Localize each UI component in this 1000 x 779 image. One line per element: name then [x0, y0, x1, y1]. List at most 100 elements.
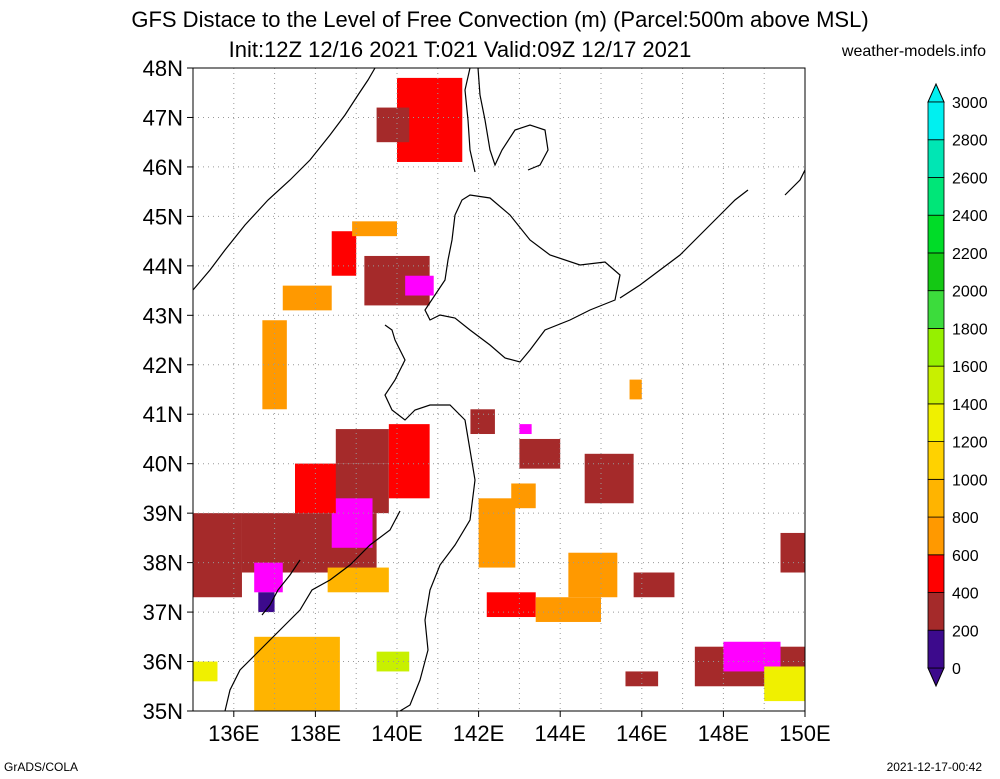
coastline-asia: [193, 68, 376, 291]
y-tick-label: 46N: [143, 155, 183, 180]
colorbar-label: 1200: [952, 435, 988, 452]
colorbar-swatch: [927, 365, 945, 405]
y-tick-label: 47N: [143, 105, 183, 130]
field-region: [535, 597, 601, 622]
colorbar-label: 2000: [952, 284, 988, 301]
colorbar-label: 800: [952, 510, 979, 527]
y-tick-label: 41N: [143, 402, 183, 427]
field-region: [633, 572, 675, 598]
x-tick-label: 144E: [535, 721, 586, 746]
y-tick-label: 43N: [143, 303, 183, 328]
coastline-hokkaido: [424, 194, 621, 363]
y-tick-label: 37N: [143, 600, 183, 625]
colorbar-under-arrow: [927, 667, 945, 688]
field-region: [193, 661, 218, 682]
colorbar-label: 2200: [952, 246, 988, 263]
colorbar-swatch: [927, 592, 945, 631]
colorbar-label: 400: [952, 586, 979, 603]
chart-title-line1: GFS Distace to the Level of Free Convect…: [131, 7, 869, 32]
colorbar-label: 600: [952, 548, 979, 565]
field-region: [470, 409, 495, 435]
y-tick-label: 38N: [143, 551, 183, 576]
colorbar-swatch: [927, 478, 945, 518]
colorbar-swatch: [927, 554, 945, 593]
field-region: [478, 498, 516, 568]
colorbar-label: 1800: [952, 321, 988, 338]
lat-lon-grid: [193, 68, 805, 711]
field-region: [519, 438, 561, 469]
coastline-noto: [261, 559, 301, 616]
y-tick-label: 40N: [143, 452, 183, 477]
y-tick-label: 45N: [143, 204, 183, 229]
field-region: [254, 636, 340, 711]
x-tick-label: 146E: [616, 721, 667, 746]
colorbar-swatch: [927, 177, 945, 216]
colorbar-label: 2600: [952, 170, 988, 187]
colorbar-swatch: [927, 441, 945, 480]
field-region: [262, 320, 287, 410]
field-region: [282, 285, 332, 311]
field-region: [376, 107, 410, 143]
colorbar-label: 0: [952, 661, 961, 678]
field-region: [331, 498, 373, 548]
field-region: [254, 562, 283, 593]
colorbar-label: 200: [952, 623, 979, 640]
colorbar: 0 200 400 600 800 1000 1200 1400 1600 1800 2000 220…: [927, 82, 988, 688]
y-tick-label: 35N: [143, 699, 183, 724]
field-region: [352, 221, 397, 237]
y-tick-label: 48N: [143, 56, 183, 81]
chart-title-line2: Init:12Z 12/16 2021 T:021 Valid:09Z 12/1…: [228, 37, 692, 62]
x-tick-label: 142E: [453, 721, 504, 746]
field-region: [511, 483, 536, 509]
colorbar-swatch: [927, 214, 945, 254]
footer-timestamp: 2021-12-17-00:42: [886, 760, 982, 774]
field-region: [327, 567, 389, 593]
colorbar-label: 3000: [952, 95, 988, 112]
footer-software: GrADS/COLA: [4, 760, 79, 774]
colorbar-swatch: [927, 290, 945, 329]
site-credit[interactable]: weather-models.info: [841, 43, 986, 60]
x-tick-label: 150E: [779, 721, 830, 746]
x-tick-label: 136E: [208, 721, 259, 746]
y-axis: 35N 36N 37N 38N 39N 40N 41N 42N 43N 44N 45N 46N 47N 4…: [143, 56, 193, 724]
field-region: [193, 513, 242, 598]
field-region: [388, 424, 430, 499]
field-regions: [193, 77, 805, 711]
y-tick-label: 39N: [143, 501, 183, 526]
y-tick-label: 44N: [143, 254, 183, 279]
colorbar-swatch: [927, 629, 945, 669]
coastline-honshu: [224, 324, 476, 711]
colorbar-swatch: [927, 327, 945, 367]
field-region: [584, 453, 634, 504]
x-tick-label: 138E: [290, 721, 341, 746]
colorbar-swatch: [927, 101, 945, 141]
field-region: [780, 532, 805, 573]
field-region: [629, 379, 642, 400]
x-tick-label: 140E: [371, 721, 422, 746]
field-region: [376, 651, 410, 672]
y-tick-label: 42N: [143, 353, 183, 378]
colorbar-label: 2400: [952, 208, 988, 225]
coastline-kurils: [619, 169, 805, 299]
coastline-sakhalin: [464, 68, 549, 173]
field-region: [405, 275, 434, 296]
colorbar-label: 1000: [952, 472, 988, 489]
field-region: [486, 592, 536, 618]
colorbar-swatch: [927, 139, 945, 178]
field-region: [258, 592, 275, 613]
y-tick-label: 36N: [143, 650, 183, 675]
colorbar-label: 1600: [952, 359, 988, 376]
x-axis: 136E 138E 140E 142E 144E 146E 148E 150E: [208, 711, 831, 746]
colorbar-swatch: [927, 403, 945, 443]
field-region: [335, 429, 389, 464]
field-region: [331, 231, 357, 276]
field-region: [519, 424, 532, 435]
coastline: [193, 68, 805, 711]
colorbar-over-arrow: [927, 82, 945, 103]
plot-frame: [192, 67, 806, 712]
field-region: [568, 552, 618, 598]
colorbar-swatch: [927, 516, 945, 556]
colorbar-swatch: [927, 252, 945, 292]
colorbar-label: 2800: [952, 133, 988, 150]
